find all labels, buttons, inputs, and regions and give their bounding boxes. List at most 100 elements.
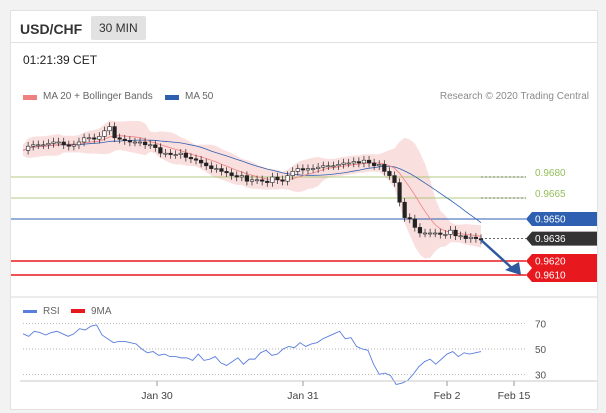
price-candle — [265, 177, 270, 187]
price-candle — [295, 164, 300, 176]
price-candle — [305, 164, 311, 175]
price-candle — [209, 161, 214, 173]
x-tick-label: Feb 15 — [498, 390, 531, 402]
price-candle — [188, 153, 194, 163]
price-candle — [137, 137, 143, 147]
price-candle — [224, 167, 229, 177]
price-candle — [316, 163, 321, 173]
price-candle — [71, 140, 76, 151]
rsi-legend-label: RSI — [43, 306, 60, 317]
ma9-legend-label: 9MA — [91, 306, 112, 317]
x-tick-label: Jan 30 — [141, 390, 173, 402]
price-candle — [422, 228, 428, 238]
credit-text: Research © 2020 Trading Central — [439, 91, 589, 102]
price-candle — [107, 122, 112, 135]
price-candle — [377, 160, 382, 170]
level-tag — [526, 231, 597, 246]
price-candle — [351, 157, 356, 168]
price-candle — [392, 171, 397, 187]
price-candle — [275, 172, 280, 184]
price-candle — [122, 135, 127, 145]
price-candle — [453, 226, 458, 240]
level-label: 0.9650 — [535, 215, 566, 226]
timeframe-badge[interactable]: 30 MIN — [91, 16, 146, 40]
price-candle — [285, 171, 290, 186]
price-candle — [361, 156, 367, 168]
price-candle — [81, 133, 87, 147]
price-candle — [219, 164, 224, 176]
price-candle — [153, 140, 158, 152]
price-candle — [36, 140, 41, 149]
price-candle — [163, 149, 168, 158]
price-candle — [366, 156, 372, 168]
rsi-tick-label: 50 — [535, 345, 547, 356]
price-candle — [397, 178, 402, 207]
price-candle — [244, 171, 250, 186]
rsi-tick-label: 30 — [535, 370, 547, 381]
price-candle — [249, 175, 255, 186]
price-candle — [173, 150, 178, 159]
forecast-arrow-head — [505, 262, 521, 275]
price-candle — [407, 213, 412, 224]
price-candle — [102, 126, 107, 141]
price-candle — [178, 149, 183, 159]
price-candle — [132, 137, 138, 147]
price-candle — [300, 164, 305, 175]
price-candle — [443, 230, 448, 239]
price-candle — [290, 167, 295, 180]
price-candle — [193, 154, 199, 165]
price-candle — [433, 228, 438, 238]
price-candle — [143, 137, 148, 149]
rsi-legend-swatch — [23, 310, 37, 313]
rsi-tick-label: 70 — [535, 320, 547, 331]
price-candle — [326, 161, 331, 170]
level-label: 0.9680 — [535, 168, 566, 179]
price-candle — [61, 137, 66, 149]
price-candle — [56, 137, 61, 147]
price-candle — [346, 158, 351, 168]
level-tag — [526, 212, 597, 226]
price-candle — [31, 140, 36, 151]
price-candle — [402, 198, 407, 222]
chart-card: USD/CHF 30 MIN 01:21:39 CET MA 20 + Boll… — [10, 10, 598, 410]
price-candle — [412, 214, 417, 232]
price-candle — [97, 132, 102, 144]
price-candle — [387, 167, 392, 180]
price-candle — [87, 133, 92, 142]
bollinger-band — [23, 120, 481, 259]
price-candle — [214, 164, 219, 173]
price-candle — [372, 158, 377, 170]
price-candle — [254, 175, 260, 184]
header-divider — [11, 42, 597, 43]
price-candle — [41, 140, 46, 149]
level-label: 0.9665 — [535, 189, 566, 200]
price-candle — [234, 171, 239, 182]
price-candle — [438, 228, 443, 239]
level-label: 0.9610 — [535, 271, 566, 282]
price-candle — [229, 168, 234, 180]
level-tag — [526, 268, 597, 282]
forecast-arrow — [480, 239, 514, 270]
ma20-legend-swatch — [23, 95, 37, 100]
price-candle — [463, 231, 468, 243]
ma50-legend-swatch — [165, 95, 179, 100]
price-candle — [51, 137, 56, 148]
price-candle — [428, 228, 433, 238]
price-candle — [321, 161, 326, 172]
price-candle — [280, 175, 285, 186]
price-candle — [336, 160, 341, 170]
price-candle — [117, 133, 122, 144]
price-candle — [473, 233, 479, 243]
price-candle — [341, 158, 346, 169]
price-candle — [260, 175, 265, 186]
price-candle — [448, 226, 453, 239]
price-candle — [204, 158, 209, 170]
price-candle — [127, 136, 132, 147]
price-candle — [356, 157, 361, 168]
level-label: 0.9620 — [535, 257, 566, 268]
price-candle — [25, 142, 31, 155]
x-tick-label: Feb 2 — [434, 390, 461, 402]
price-candle — [148, 140, 153, 149]
level-label: 0.9636 — [535, 234, 566, 245]
price-candle — [183, 149, 188, 162]
